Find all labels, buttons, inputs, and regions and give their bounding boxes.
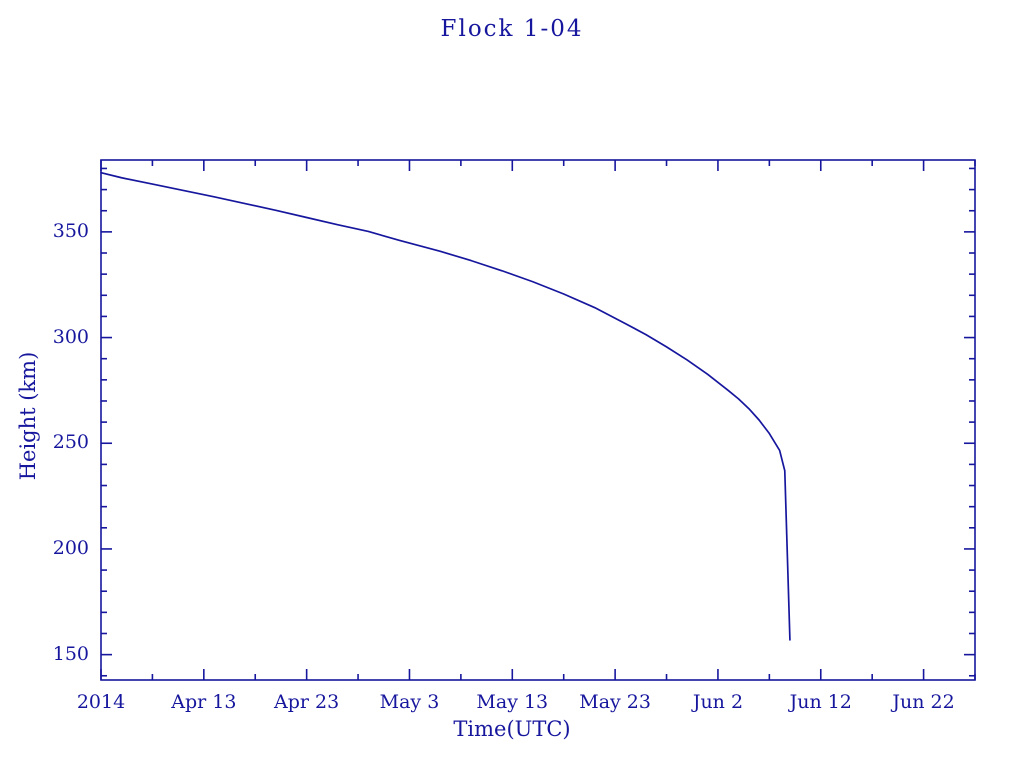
x-tick-label: May 3	[379, 691, 440, 713]
x-tick-label: Jun 2	[692, 691, 744, 713]
x-tick-label: 2014	[76, 691, 126, 713]
x-tick-label: Apr 13	[171, 691, 237, 713]
y-tick-label: 150	[52, 642, 89, 665]
y-tick-label: 250	[52, 431, 89, 454]
x-tick-label: May 23	[579, 691, 651, 713]
x-tick-label: Jun 12	[789, 691, 852, 713]
x-axis-label: Time(UTC)	[453, 717, 571, 741]
axis-ticks	[100, 160, 976, 680]
x-tick-label: Jun 22	[892, 691, 955, 713]
y-tick-label: 300	[52, 325, 89, 348]
y-tick-label: 200	[52, 536, 89, 559]
chart-title: Flock 1-04	[440, 16, 584, 42]
x-tick-label: May 13	[476, 691, 549, 713]
y-tick-label: 350	[52, 219, 89, 242]
plot-frame	[100, 159, 976, 681]
data-series	[100, 171, 791, 641]
x-tick-label: Apr 23	[274, 691, 340, 713]
